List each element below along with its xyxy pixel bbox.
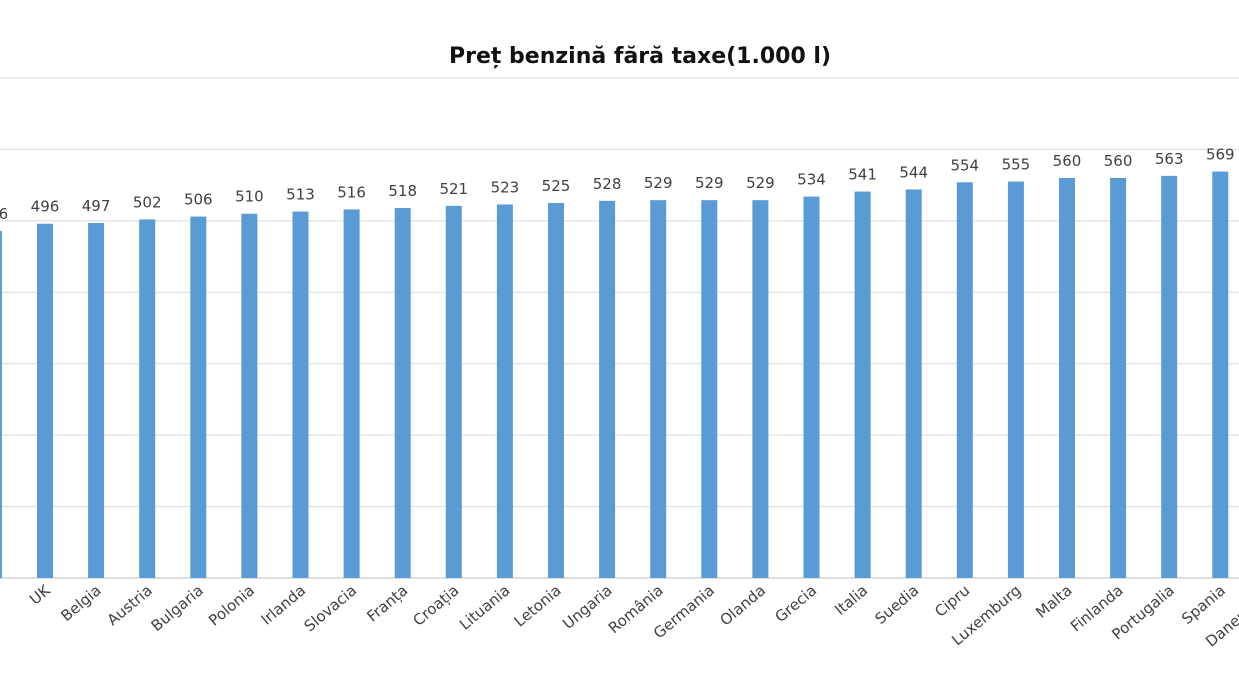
x-tick-label: Belgia	[57, 581, 104, 625]
bar	[905, 189, 922, 578]
bar	[241, 213, 258, 578]
x-tick-label: Franța	[363, 581, 411, 625]
data-label: 497	[82, 197, 111, 215]
data-label: 528	[593, 175, 622, 193]
data-label: 554	[950, 156, 979, 174]
bar	[650, 200, 667, 578]
bar	[701, 200, 718, 578]
x-tick-label: Bulgaria	[148, 581, 207, 635]
bar	[0, 230, 2, 578]
x-tick-label: Grecia	[772, 581, 821, 626]
data-label: 534	[797, 171, 826, 189]
bar	[956, 182, 973, 579]
data-label: 544	[899, 163, 928, 181]
data-label: 486	[0, 205, 8, 223]
bar	[496, 204, 513, 578]
data-label: 521	[439, 180, 468, 198]
data-label: 510	[235, 188, 264, 206]
bar	[548, 203, 564, 578]
x-tick-label: Letonia	[511, 581, 565, 630]
bar	[1212, 171, 1229, 579]
data-label: 516	[337, 183, 366, 201]
data-label: 518	[388, 182, 417, 200]
data-label: 563	[1155, 150, 1184, 168]
bar	[1161, 175, 1178, 578]
data-label: 529	[695, 174, 724, 192]
bar	[88, 223, 105, 578]
x-tick-label: UK	[26, 581, 54, 609]
x-tick-label: Slovacia	[301, 581, 360, 635]
bar	[599, 200, 616, 578]
data-label: 529	[746, 174, 775, 192]
x-tick-label: Olanda	[717, 581, 769, 629]
data-label: 529	[644, 174, 673, 192]
x-tick-label: Suedia	[872, 581, 923, 628]
bar	[343, 209, 360, 578]
data-label: 569	[1206, 146, 1235, 164]
bar	[292, 211, 309, 579]
bar	[752, 200, 769, 578]
data-label: 502	[133, 193, 162, 211]
bar	[445, 205, 462, 578]
x-tick-label: Italia	[831, 581, 871, 619]
data-label: 560	[1104, 152, 1133, 170]
bar	[190, 216, 207, 579]
bar	[37, 223, 53, 578]
data-label: 523	[491, 178, 520, 196]
bar	[1007, 181, 1024, 579]
bar	[1059, 178, 1075, 578]
data-label: 496	[31, 198, 60, 216]
x-tick-label: Croația	[409, 581, 462, 629]
bar	[803, 196, 820, 579]
data-label: 513	[286, 186, 315, 204]
data-label: 525	[542, 177, 571, 195]
bar	[394, 208, 411, 578]
bar	[139, 219, 156, 578]
bar	[1110, 178, 1127, 578]
x-tick-label: Lituania	[456, 581, 514, 633]
data-label: 560	[1053, 152, 1082, 170]
bar	[854, 191, 871, 579]
x-tick-label: Malta	[1032, 581, 1075, 621]
data-label: 541	[848, 166, 877, 184]
chart-title: Preț benzină fără taxe(1.000 l)	[449, 44, 831, 69]
x-tick-label: Cipru	[931, 581, 973, 620]
x-tick-label: Polonia	[205, 581, 258, 629]
data-label: 506	[184, 191, 213, 209]
data-label: 555	[1002, 156, 1031, 174]
